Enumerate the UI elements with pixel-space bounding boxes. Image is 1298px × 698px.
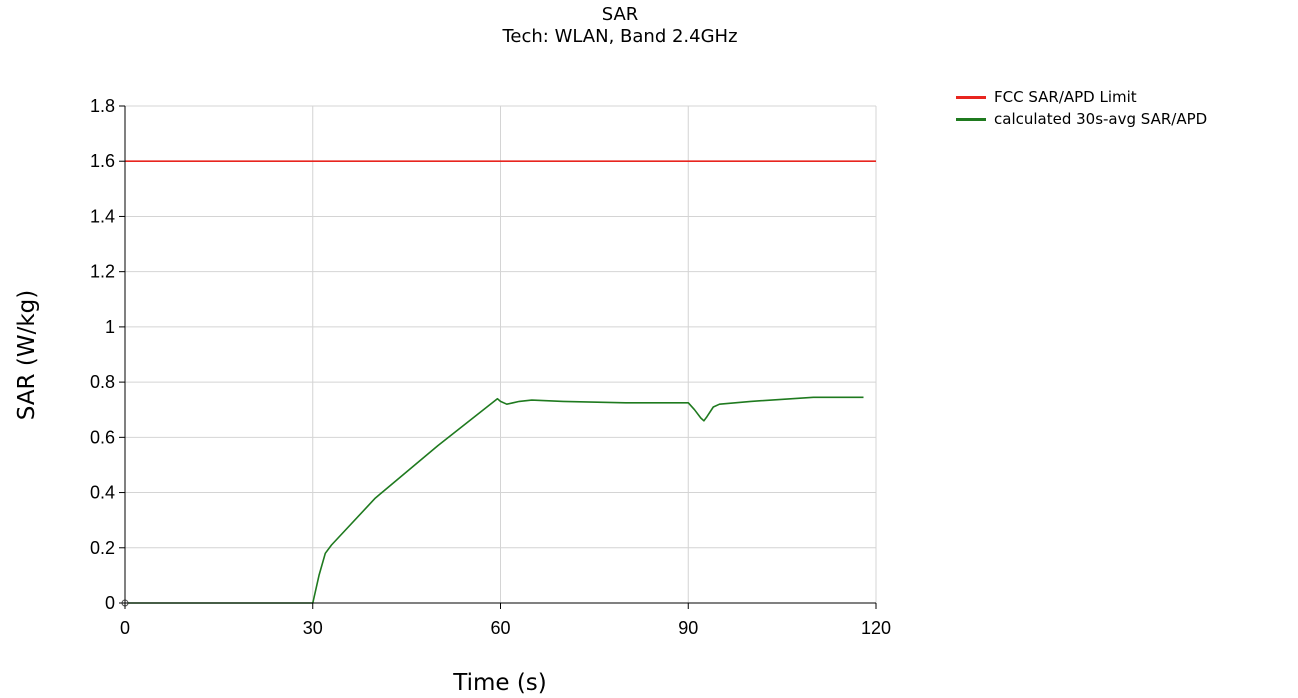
y-tick-label: 1 xyxy=(105,317,115,337)
y-tick-label: 0 xyxy=(105,593,115,613)
series-line-calculated-avg xyxy=(125,396,864,604)
y-tick-label: 1.4 xyxy=(90,206,115,226)
x-tick-label: 60 xyxy=(490,618,510,638)
x-tick-label: 30 xyxy=(303,618,323,638)
axes xyxy=(119,105,877,609)
y-tick-label: 1.6 xyxy=(90,151,115,171)
series-layer xyxy=(121,160,876,607)
title-block: SAR Tech: WLAN, Band 2.4GHz xyxy=(0,4,1240,48)
y-tick-label: 0.8 xyxy=(90,372,115,392)
legend-swatch-calculated xyxy=(956,117,986,121)
tick-labels: 0 30 60 90 120 0 0.2 0.4 0.6 0.8 1 1.2 1.4 1.6 1.8 xyxy=(90,96,891,638)
y-tick-label: 0.4 xyxy=(90,483,115,503)
grid xyxy=(125,105,877,603)
legend-label-limit: FCC SAR/APD Limit xyxy=(994,88,1137,106)
x-axis-title: Time (s) xyxy=(452,670,547,696)
x-tick-label: 120 xyxy=(861,618,891,638)
y-tick-label: 0.2 xyxy=(90,538,115,558)
y-tick-label: 0.6 xyxy=(90,427,115,447)
chart-subtitle: Tech: WLAN, Band 2.4GHz xyxy=(502,26,738,47)
x-tick-label: 0 xyxy=(120,618,130,638)
legend-item-limit: FCC SAR/APD Limit xyxy=(956,86,1207,108)
legend-item-calculated: calculated 30s-avg SAR/APD xyxy=(956,108,1207,130)
legend-swatch-limit xyxy=(956,95,986,99)
chart-title: SAR xyxy=(601,4,639,25)
legend-label-calculated: calculated 30s-avg SAR/APD xyxy=(994,110,1208,128)
y-axis-title: SAR (W/kg) xyxy=(14,290,40,420)
x-tick-label: 90 xyxy=(678,618,698,638)
y-tick-label: 1.2 xyxy=(90,262,115,282)
legend: FCC SAR/APD Limit calculated 30s-avg SAR… xyxy=(956,86,1207,130)
y-tick-label: 1.8 xyxy=(90,96,115,116)
